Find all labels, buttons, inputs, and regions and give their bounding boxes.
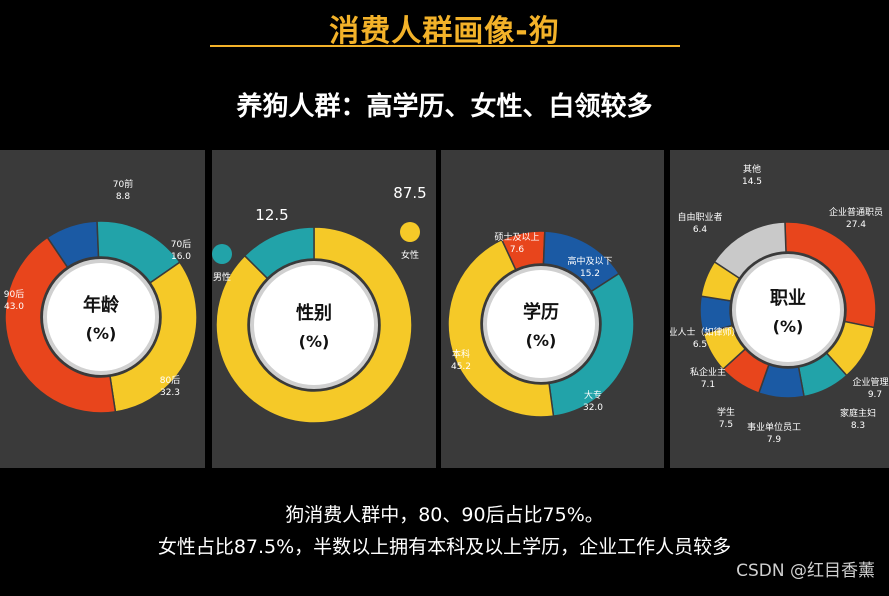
value-label-1-0: 87.5 — [393, 184, 426, 202]
slice-2-2 — [548, 272, 635, 418]
slice-label-3-6: 专业人士（如律师） — [670, 326, 741, 338]
value-label-3-0: 27.4 — [846, 220, 866, 230]
education-chart-panel: 学历 (%) 硕士及以上 7.6 高中及以下 15.2 大专 32.0 本科 45.2 — [441, 150, 664, 468]
center-label-1: 性别 — [296, 302, 332, 324]
slice-label-3-5: 私企业主 — [690, 366, 726, 378]
slice-label-3-2: 家庭主妇 — [840, 407, 876, 419]
value-label-0-3: 43.0 — [4, 302, 24, 312]
slice-label-3-1: 企业管理层 — [852, 376, 889, 388]
slice-label-0-3: 90后 — [4, 289, 24, 300]
slice-label-3-7: 自由职业者 — [677, 211, 722, 223]
slice-label-2-2: 大专 — [584, 389, 602, 401]
center-unit-0: (%) — [86, 324, 117, 343]
page-subtitle: 养狗人群：高学历、女性、白领较多 — [236, 92, 653, 122]
slice-3-8 — [713, 221, 787, 280]
center-unit-2: (%) — [526, 331, 557, 350]
gender-chart-panel: 性别 (%) 87.5 女性 12.5 男性 — [212, 150, 436, 468]
value-label-3-7: 6.4 — [693, 225, 708, 235]
center-disc-3 — [732, 254, 844, 366]
slice-0-3 — [4, 236, 117, 414]
slice-label-1-1: 男性 — [213, 271, 231, 283]
slice-1-0 — [215, 226, 413, 424]
slice-label-0-0: 70前 — [113, 178, 133, 190]
slice-0-2 — [109, 261, 198, 413]
female-icon — [400, 222, 420, 242]
slice-label-3-0: 企业普通职员 — [829, 206, 883, 218]
title-bar: 消费人群画像-狗 — [0, 0, 889, 49]
age-donut-chart: 年龄 (%) 70前 8.8 70后 16.0 80后 32.3 90后 43.0 — [4, 178, 198, 414]
value-label-0-1: 16.0 — [171, 252, 191, 262]
slice-label-3-3: 事业单位员工 — [747, 421, 801, 433]
value-label-2-1: 15.2 — [580, 269, 600, 279]
slice-label-3-8: 其他 — [743, 163, 761, 175]
value-label-0-2: 32.3 — [160, 388, 180, 398]
education-donut-chart: 学历 (%) 硕士及以上 7.6 高中及以下 15.2 大专 32.0 本科 45.2 — [447, 230, 635, 418]
value-label-3-6: 6.5 — [693, 340, 707, 350]
gender-donut-chart: 性别 (%) 87.5 女性 12.5 男性 — [212, 184, 427, 424]
slice-2-3 — [447, 238, 555, 418]
center-label-2: 学历 — [523, 301, 559, 323]
title-underline — [210, 45, 680, 47]
value-label-3-1: 9.7 — [868, 390, 882, 400]
occupation-chart-panel: 职业 (%) 企业普通职员 27.4 企业管理层 9.7 家庭主妇 8.3 事业单位员工 7.9 学… — [670, 150, 889, 468]
value-label-0-0: 8.8 — [116, 192, 131, 202]
slice-1-1 — [243, 226, 315, 280]
value-label-3-2: 8.3 — [851, 421, 865, 431]
center-unit-1: (%) — [299, 332, 330, 351]
slice-label-0-2: 80后 — [160, 375, 180, 386]
center-disc-1 — [250, 261, 378, 389]
value-label-2-3: 45.2 — [451, 362, 471, 372]
slice-label-2-3: 本科 — [452, 348, 470, 360]
occupation-donut-chart: 职业 (%) 企业普通职员 27.4 企业管理层 9.7 家庭主妇 8.3 事业单位员工 7.9 学… — [670, 163, 889, 445]
center-label-0: 年龄 — [83, 294, 120, 316]
center-label-3: 职业 — [770, 288, 806, 309]
page-title: 消费人群画像-狗 — [329, 14, 560, 49]
value-label-3-5: 7.1 — [701, 380, 715, 390]
slice-label-1-0: 女性 — [401, 249, 419, 261]
slice-label-2-1: 高中及以下 — [567, 255, 612, 267]
center-disc-2 — [483, 266, 599, 382]
summary-line-1: 狗消费人群中，80、90后占比75%。 — [285, 504, 604, 526]
age-chart-panel: 年龄 (%) 70前 8.8 70后 16.0 80后 32.3 90后 43.0 — [0, 150, 205, 468]
center-unit-3: (%) — [773, 317, 804, 336]
watermark: CSDN @红目香薰 — [736, 561, 875, 581]
value-label-3-3: 7.9 — [767, 435, 782, 445]
male-icon — [212, 244, 232, 264]
slice-label-0-1: 70后 — [171, 239, 191, 250]
value-label-2-0: 7.6 — [510, 245, 525, 255]
value-label-3-4: 7.5 — [719, 420, 733, 430]
summary-line-2: 女性占比87.5%，半数以上拥有本科及以上学历，企业工作人员较多 — [157, 536, 732, 558]
slice-label-2-0: 硕士及以上 — [494, 231, 539, 243]
value-label-2-2: 32.0 — [583, 403, 603, 413]
center-disc-0 — [43, 259, 159, 375]
value-label-1-1: 12.5 — [255, 206, 288, 224]
slice-label-3-4: 学生 — [717, 406, 735, 418]
value-label-3-8: 14.5 — [742, 177, 762, 187]
